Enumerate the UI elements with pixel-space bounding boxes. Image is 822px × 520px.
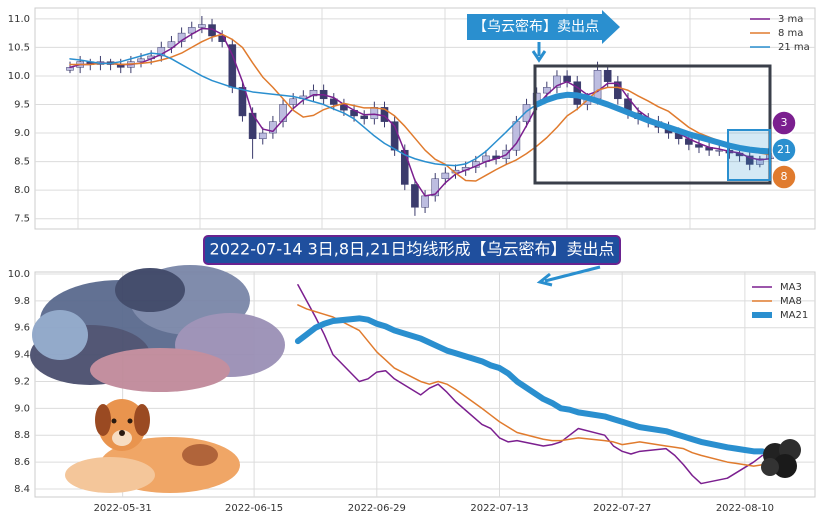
x-tick-label: 2022-07-27 xyxy=(593,503,651,514)
candle-body xyxy=(329,98,338,105)
y-tick-label: 9.6 xyxy=(14,323,30,334)
candle-body xyxy=(593,69,602,100)
y-tick-label: 8.4 xyxy=(14,484,30,495)
x-tick-label: 2022-08-10 xyxy=(716,503,774,514)
candle-body xyxy=(756,158,764,165)
candle-body xyxy=(603,69,612,82)
candle-body xyxy=(563,75,571,82)
candle-body xyxy=(238,87,247,117)
candle-body xyxy=(553,75,561,88)
y-tick-label: 9.0 xyxy=(14,403,30,414)
y-tick-label: 9.0 xyxy=(14,128,30,139)
legend-label: 21 ma xyxy=(778,42,810,53)
x-tick-label: 2022-05-31 xyxy=(94,503,152,514)
ma-line xyxy=(533,91,773,155)
y-tick-label: 8.8 xyxy=(14,430,30,441)
candle-body xyxy=(543,87,551,94)
y-tick-label: 10.0 xyxy=(8,269,30,280)
candle-body xyxy=(431,178,440,197)
banner-arrow xyxy=(467,10,620,44)
x-tick-label: 2022-06-29 xyxy=(348,503,406,514)
legend-label: 8 ma xyxy=(778,28,803,39)
candle-body xyxy=(309,89,318,97)
x-tick-label: 2022-07-13 xyxy=(470,503,528,514)
candle-body xyxy=(380,107,389,122)
pointer-arrow xyxy=(536,265,601,287)
y-tick-label: 9.5 xyxy=(14,100,30,111)
y-tick-label: 10.5 xyxy=(8,42,30,53)
x-tick-label: 2022-06-15 xyxy=(225,503,283,514)
annotation-text: 2022-07-14 3日,8日,21日均线形成【乌云密布】卖出点 xyxy=(210,240,615,259)
ma-marker-label: 3 xyxy=(781,116,788,129)
y-tick-label: 9.2 xyxy=(14,376,30,387)
ma-marker xyxy=(771,164,797,190)
candle-body xyxy=(167,41,176,48)
y-tick-label: 7.5 xyxy=(14,214,30,225)
y-tick-label: 8.5 xyxy=(14,157,30,168)
candle-body xyxy=(360,115,369,120)
candle-body xyxy=(258,132,267,140)
storm-cloud xyxy=(30,265,285,392)
candle-body xyxy=(177,32,186,42)
y-tick-label: 9.4 xyxy=(14,350,30,361)
ma-line xyxy=(69,33,771,182)
candle-body xyxy=(715,149,724,152)
annotation-box xyxy=(203,235,621,265)
dark-cloud xyxy=(761,439,801,478)
signal-box xyxy=(533,64,772,185)
ma-line xyxy=(69,52,538,167)
candle-body xyxy=(187,27,196,34)
top-layer: 7.5 8.0 8.5 9.0 9.5 10.0 10.5 11.0 3 ma 8 ma 21 ma… xyxy=(8,14,815,225)
banner-text: 【乌云密布】卖出点 xyxy=(473,18,599,35)
candle-body xyxy=(614,81,622,100)
y-tick-label: 10.0 xyxy=(8,71,30,82)
candle-body xyxy=(441,172,450,179)
ma-marker xyxy=(771,137,797,163)
candle-body xyxy=(370,107,379,120)
candle-body xyxy=(695,144,703,148)
ma-marker-label: 8 xyxy=(781,170,788,183)
ma-line xyxy=(297,284,764,485)
candle-body xyxy=(137,58,145,62)
ma-marker xyxy=(771,110,797,136)
legend-label: MA3 xyxy=(780,282,802,293)
top-vgrid xyxy=(77,8,691,229)
legend-label: 3 ma xyxy=(778,14,803,25)
candle-body xyxy=(522,104,531,122)
ma-line xyxy=(294,315,766,455)
cross-box xyxy=(727,129,771,181)
candle-body xyxy=(198,24,206,28)
candle-body xyxy=(421,195,429,208)
y-tick-label: 11.0 xyxy=(8,14,30,25)
candle-body xyxy=(279,104,287,122)
y-tick-label: 8.6 xyxy=(14,457,30,468)
ma-marker-label: 21 xyxy=(777,143,791,156)
legend-label: MA8 xyxy=(780,296,802,307)
candle-body xyxy=(218,35,226,42)
candle-body xyxy=(745,155,754,165)
candle-body xyxy=(411,184,419,208)
candle-body xyxy=(289,98,297,105)
y-tick-label: 9.8 xyxy=(14,296,30,307)
ma-line xyxy=(297,304,764,467)
y-tick-label: 8.0 xyxy=(14,185,30,196)
legend-label: MA21 xyxy=(780,310,808,321)
down-arrow xyxy=(531,42,547,63)
dog-illustration xyxy=(65,399,240,493)
